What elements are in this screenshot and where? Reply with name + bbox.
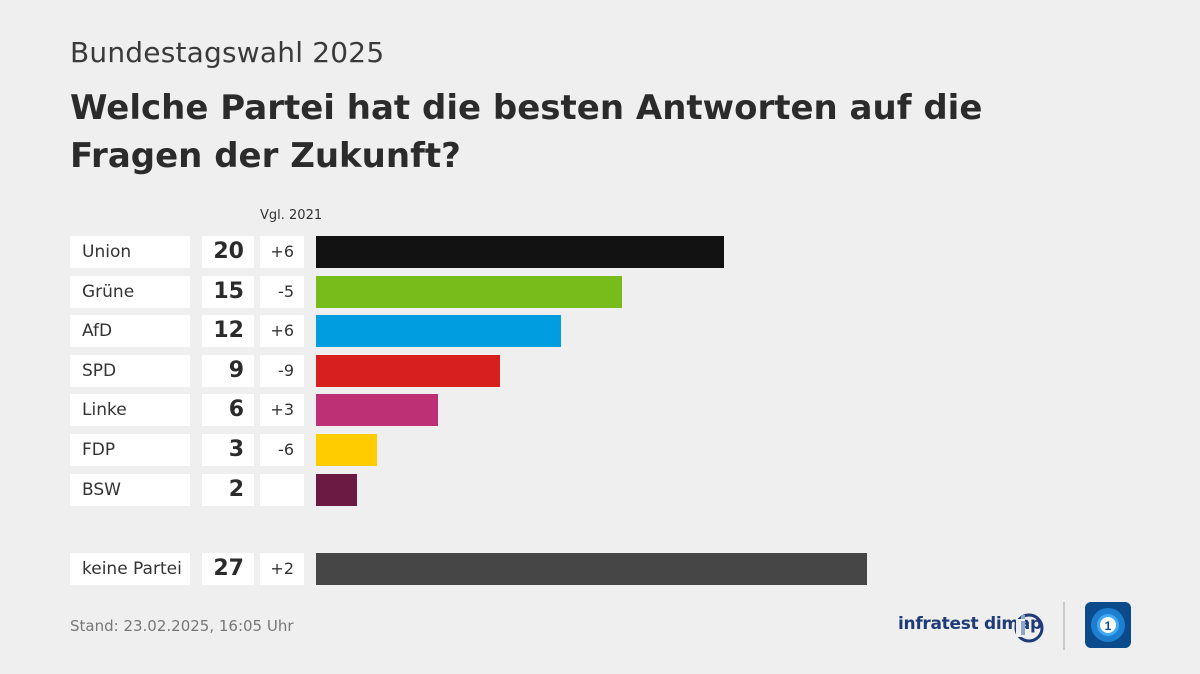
party-label: Grüne [70, 276, 190, 308]
value-label: 15 [202, 276, 254, 308]
chart-row: SPD 9 -9 [0, 355, 1200, 387]
party-label: BSW [70, 474, 190, 506]
bar [316, 394, 438, 426]
chart-row: keine Partei 27 +2 [0, 553, 1200, 585]
comparison-header: Vgl. 2021 [260, 208, 323, 223]
value-label: 2 [202, 474, 254, 506]
infratest-dimap-logo-icon [1014, 613, 1044, 643]
value-label: 20 [202, 236, 254, 268]
chart-row: FDP 3 -6 [0, 434, 1200, 466]
chart-row: AfD 12 +6 [0, 315, 1200, 347]
chart-title: Welche Partei hat die besten Antworten a… [70, 88, 983, 176]
change-label: -9 [260, 355, 304, 387]
chart-row: Linke 6 +3 [0, 394, 1200, 426]
timestamp-text: Stand: 23.02.2025, 16:05 Uhr [70, 617, 294, 635]
value-label: 3 [202, 434, 254, 466]
chart-row: BSW 2 [0, 474, 1200, 506]
value-label: 12 [202, 315, 254, 347]
chart-subtitle: Bundestagswahl 2025 [70, 36, 385, 69]
chart-row: Grüne 15 -5 [0, 276, 1200, 308]
change-label: +6 [260, 315, 304, 347]
bar [316, 276, 622, 308]
tagesschau-logo-icon: 1 [1085, 602, 1131, 648]
chart-row: Union 20 +6 [0, 236, 1200, 268]
change-label: +2 [260, 553, 304, 585]
change-label: -5 [260, 276, 304, 308]
bar [316, 553, 867, 585]
change-label [260, 474, 304, 506]
value-label: 27 [202, 553, 254, 585]
bar [316, 315, 561, 347]
party-label: SPD [70, 355, 190, 387]
party-label: keine Partei [70, 553, 190, 585]
logo-divider [1063, 602, 1065, 650]
party-label: FDP [70, 434, 190, 466]
change-label: +6 [260, 236, 304, 268]
bar [316, 434, 377, 466]
party-label: AfD [70, 315, 190, 347]
svg-text:1: 1 [1105, 619, 1112, 633]
change-label: +3 [260, 394, 304, 426]
infratest-dimap-logo-text: infratest dimap [898, 614, 1042, 634]
bar [316, 355, 500, 387]
value-label: 6 [202, 394, 254, 426]
party-label: Union [70, 236, 190, 268]
bar [316, 474, 357, 506]
bar [316, 236, 724, 268]
value-label: 9 [202, 355, 254, 387]
change-label: -6 [260, 434, 304, 466]
party-label: Linke [70, 394, 190, 426]
